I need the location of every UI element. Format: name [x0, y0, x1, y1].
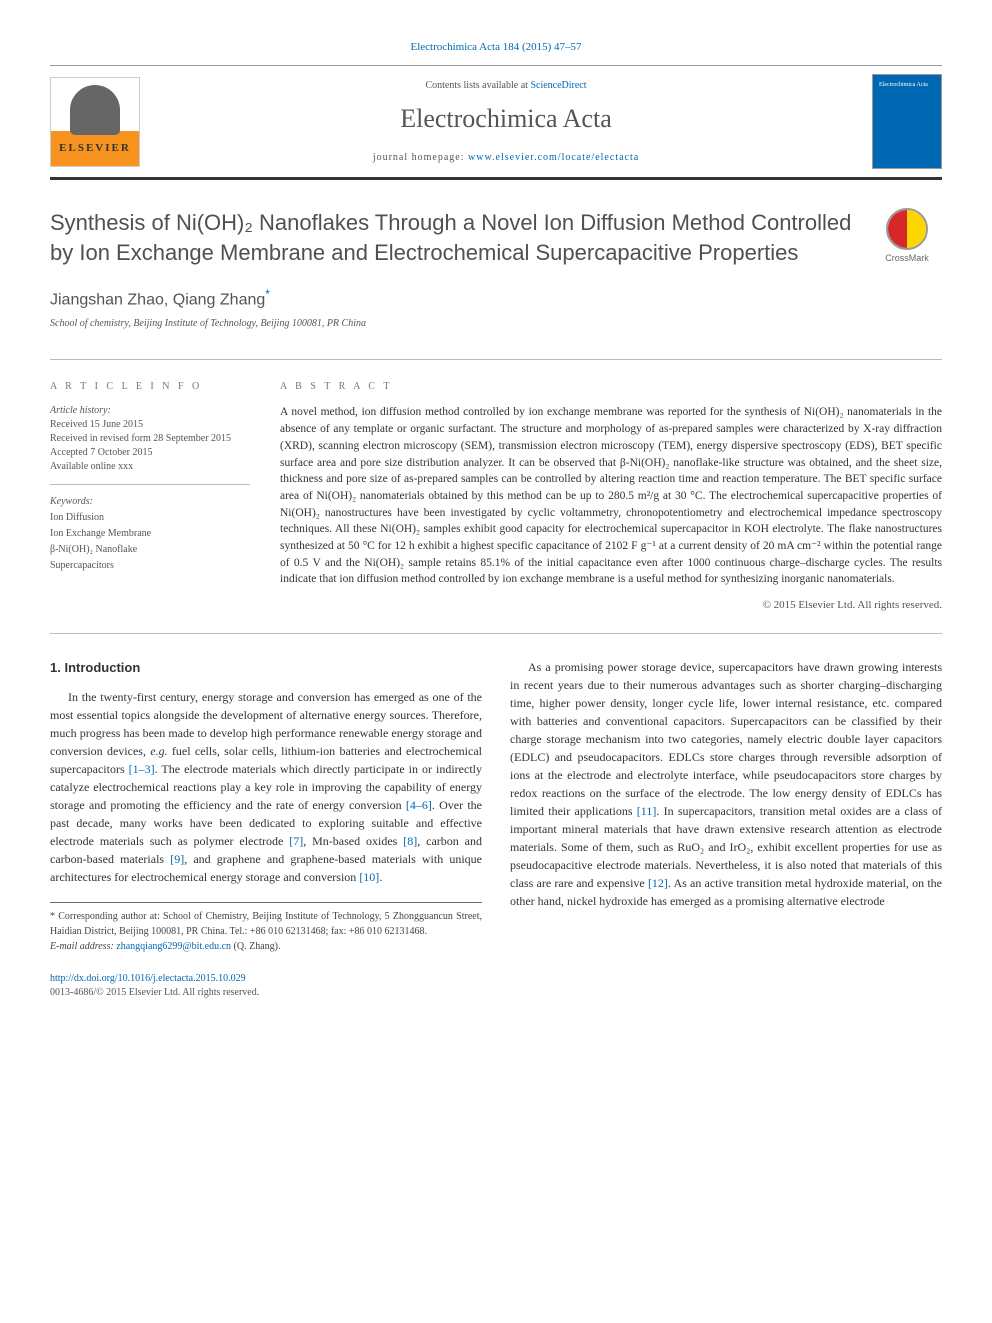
author-names: Jiangshan Zhao, Qiang Zhang	[50, 291, 265, 308]
issn-line: 0013-4686/© 2015 Elsevier Ltd. All right…	[50, 986, 942, 1000]
keywords-label: Keywords:	[50, 496, 93, 507]
homepage-prefix: journal homepage:	[373, 152, 468, 163]
citation-line: Electrochimica Acta 184 (2015) 47–57	[50, 40, 942, 55]
contents-prefix: Contents lists available at	[425, 80, 530, 91]
contents-line: Contents lists available at ScienceDirec…	[140, 79, 872, 93]
ref-link[interactable]: [9]	[170, 852, 184, 866]
doi-link[interactable]: http://dx.doi.org/10.1016/j.electacta.20…	[50, 973, 246, 984]
ref-link[interactable]: [4–6]	[406, 798, 432, 812]
journal-cover-thumbnail: Electrochimica Acta	[872, 74, 942, 169]
section-1-head: 1. Introduction	[50, 658, 482, 678]
ref-link[interactable]: [8]	[403, 834, 417, 848]
abstract-text: A novel method, ion diffusion method con…	[280, 404, 942, 587]
author-line: Jiangshan Zhao, Qiang Zhang*	[50, 286, 942, 312]
corresponding-star-icon: *	[265, 287, 270, 301]
paragraph-1: In the twenty-first century, energy stor…	[50, 688, 482, 886]
elsevier-tree-icon	[70, 85, 120, 135]
email-footnote: E-mail address: zhangqiang6299@bit.edu.c…	[50, 939, 482, 954]
keyword-item: Ion Diffusion	[50, 511, 250, 525]
footnote-block: * Corresponding author at: School of Che…	[50, 902, 482, 954]
history-label: Article history:	[50, 405, 111, 416]
homepage-line: journal homepage: www.elsevier.com/locat…	[140, 151, 872, 165]
section-divider	[50, 633, 942, 634]
ref-link[interactable]: [11]	[637, 804, 657, 818]
keyword-item: Supercapacitors	[50, 559, 250, 573]
keywords-block: Keywords: Ion Diffusion Ion Exchange Mem…	[50, 495, 250, 573]
history-revised: Received in revised form 28 September 20…	[50, 432, 250, 446]
journal-header: ELSEVIER Contents lists available at Sci…	[50, 65, 942, 180]
elsevier-label: ELSEVIER	[51, 139, 139, 158]
homepage-link[interactable]: www.elsevier.com/locate/electacta	[468, 152, 639, 163]
elsevier-logo: ELSEVIER	[50, 77, 140, 167]
sciencedirect-link[interactable]: ScienceDirect	[530, 80, 586, 91]
ref-link[interactable]: [7]	[289, 834, 303, 848]
article-history: Article history: Received 15 June 2015 R…	[50, 404, 250, 485]
ref-link[interactable]: [1–3]	[129, 762, 155, 776]
abstract-head: A B S T R A C T	[280, 380, 942, 394]
abstract-copyright: © 2015 Elsevier Ltd. All rights reserved…	[280, 598, 942, 613]
email-link[interactable]: zhangqiang6299@bit.edu.cn	[116, 941, 231, 952]
history-received: Received 15 June 2015	[50, 418, 250, 432]
body-text: 1. Introduction In the twenty-first cent…	[50, 658, 942, 954]
paragraph-2: As a promising power storage device, sup…	[510, 658, 942, 910]
crossmark-icon	[886, 208, 928, 250]
affiliation: School of chemistry, Beijing Institute o…	[50, 317, 942, 331]
crossmark-label: CrossMark	[872, 252, 942, 265]
history-online: Available online xxx	[50, 460, 250, 474]
page-footer: http://dx.doi.org/10.1016/j.electacta.20…	[50, 972, 942, 1000]
text-italic: e.g.	[150, 744, 167, 758]
ref-link[interactable]: [10]	[359, 870, 379, 884]
corresponding-footnote: * Corresponding author at: School of Che…	[50, 909, 482, 939]
keyword-item: β-Ni(OH)₂ Nanoflake	[50, 543, 250, 557]
journal-name: Electrochimica Acta	[140, 101, 872, 137]
article-info-head: A R T I C L E I N F O	[50, 380, 250, 394]
text-run: As a promising power storage device, sup…	[510, 660, 942, 818]
ref-link[interactable]: [12]	[648, 876, 668, 890]
crossmark-badge[interactable]: CrossMark	[872, 208, 942, 265]
cover-text: Electrochimica Acta	[879, 81, 935, 89]
email-label: E-mail address:	[50, 941, 116, 952]
email-suffix: (Q. Zhang).	[231, 941, 280, 952]
paper-title: Synthesis of Ni(OH)₂ Nanoflakes Through …	[50, 208, 852, 267]
text-run: .	[379, 870, 382, 884]
text-run: , Mn-based oxides	[303, 834, 403, 848]
keyword-item: Ion Exchange Membrane	[50, 527, 250, 541]
history-accepted: Accepted 7 October 2015	[50, 446, 250, 460]
